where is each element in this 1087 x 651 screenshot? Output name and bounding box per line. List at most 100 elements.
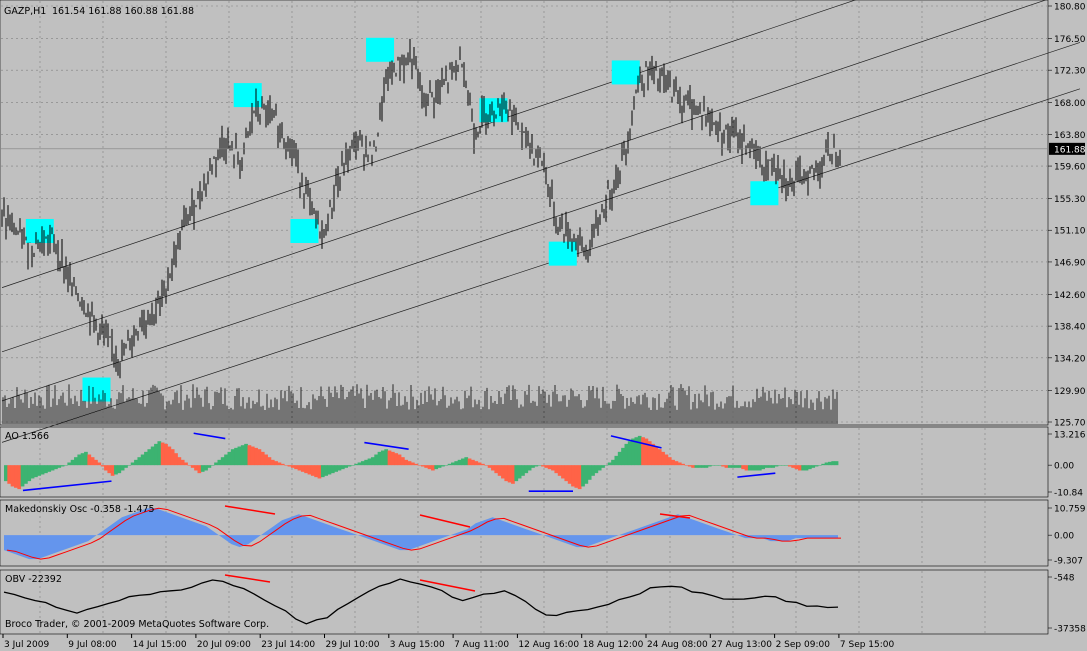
ao-bar: [410, 462, 415, 466]
price-axis: 180.80 176.50 172.30 168.00 163.80 159.60 155.…: [1048, 3, 1086, 429]
ao-bar: [787, 465, 792, 467]
ao-bar: [397, 454, 402, 466]
mk-title: Makedonskiy Osc -0.358 -1.475: [5, 504, 155, 515]
ao-bar: [304, 465, 308, 474]
ao-bar: [647, 441, 652, 466]
ao-bar: [110, 465, 115, 476]
ao-bar: [380, 450, 385, 466]
indicator-tick-label: 0.00: [1054, 532, 1074, 542]
ao-bar: [337, 465, 342, 471]
ao-bar: [451, 462, 455, 466]
ao-bar: [811, 465, 816, 468]
ohlc-label: 161.54 161.88 160.88 161.88: [52, 6, 194, 17]
ao-bar: [390, 451, 395, 466]
ao-bar: [284, 465, 288, 466]
channel-line: [1, 88, 1081, 443]
ao-bar: [797, 465, 802, 471]
ao-bar: [184, 462, 188, 466]
ao-bar: [477, 462, 482, 466]
indicator-tick-label: -10.84: [1054, 489, 1083, 499]
ao-bar: [664, 454, 669, 466]
ao-bar: [757, 465, 762, 471]
ao-bar: [224, 454, 228, 466]
ao-bar: [364, 459, 369, 466]
mk-divergence-line: [419, 514, 471, 528]
ao-bar: [754, 465, 759, 471]
obv-divergence-line: [419, 579, 476, 592]
ao-bar: [591, 465, 595, 476]
ao-bar: [394, 453, 399, 466]
ao-bar: [214, 462, 218, 466]
ao-bar: [624, 443, 629, 466]
ao-bar: [674, 461, 679, 466]
obv-line: [3, 578, 839, 625]
ao-bar: [97, 462, 102, 466]
ao-bar: [564, 465, 569, 482]
ao-bar: [531, 465, 535, 468]
ao-bar: [357, 462, 362, 466]
ao-bar: [140, 454, 145, 466]
ao-bar: [227, 451, 232, 466]
ao-bar: [744, 465, 749, 471]
ao-bar: [497, 465, 502, 476]
ao-bar: [404, 459, 409, 466]
price-tick-label: 159.60: [1054, 163, 1086, 173]
ao-bar: [307, 465, 312, 475]
ao-bar: [711, 465, 715, 466]
ao-bar: [801, 465, 806, 471]
ao-bar: [90, 457, 95, 466]
price-tick-label: 125.70: [1054, 419, 1086, 429]
ao-bar: [190, 465, 195, 468]
ao-bar: [7, 465, 12, 484]
ao-bar: [124, 465, 128, 468]
ao-bar: [824, 462, 829, 466]
price-tick-label: 142.60: [1054, 291, 1086, 301]
ao-bar: [27, 465, 32, 482]
ao-bar: [587, 465, 592, 480]
ao-bar: [704, 465, 709, 468]
ao-bar: [681, 463, 685, 466]
ao-bar: [637, 435, 642, 466]
ao-title: AO 1.566: [5, 431, 49, 442]
ao-bar: [207, 465, 212, 468]
ao-bar: [234, 447, 238, 466]
highlight-box: [290, 218, 319, 243]
ao-bar: [330, 465, 335, 474]
ao-bar: [437, 465, 442, 468]
price-tick-label: 155.30: [1054, 195, 1086, 205]
current-price-box: [1049, 142, 1085, 155]
ao-bar: [177, 457, 182, 466]
ao-bar: [50, 465, 55, 471]
ao-bar: [417, 465, 422, 466]
time-tick-label: 3 Jul 2009: [4, 640, 49, 650]
mk-oscillator: [4, 507, 841, 560]
ao-bar: [544, 465, 549, 468]
ao-bar: [267, 457, 272, 466]
ao-bar: [280, 463, 285, 466]
ao-bar: [157, 441, 162, 466]
ao-bar: [67, 462, 72, 466]
ao-bar: [14, 465, 18, 488]
obv-line: [3, 578, 839, 625]
ao-bar: [117, 465, 122, 474]
ao-bar: [547, 465, 552, 470]
ao-bar: [264, 454, 268, 466]
time-tick-label: 7 Sep 15:00: [840, 640, 895, 650]
ao-bar: [721, 465, 725, 467]
ao-bar: [150, 446, 155, 466]
ao-bar: [767, 465, 772, 468]
obv-panel: [0, 569, 1049, 635]
highlight-box: [366, 37, 395, 62]
ao-bar: [277, 462, 282, 466]
ao-bar: [784, 465, 789, 466]
time-tick-label: 3 Aug 15:00: [390, 640, 445, 650]
ao-bar: [817, 465, 822, 466]
ao-bar: [541, 465, 545, 467]
ao-bar: [204, 465, 208, 471]
ao-bar: [407, 461, 412, 466]
ao-bar: [180, 459, 185, 466]
ao-bar: [70, 459, 75, 466]
ao-bar: [651, 443, 655, 466]
ao-bar: [64, 465, 68, 466]
